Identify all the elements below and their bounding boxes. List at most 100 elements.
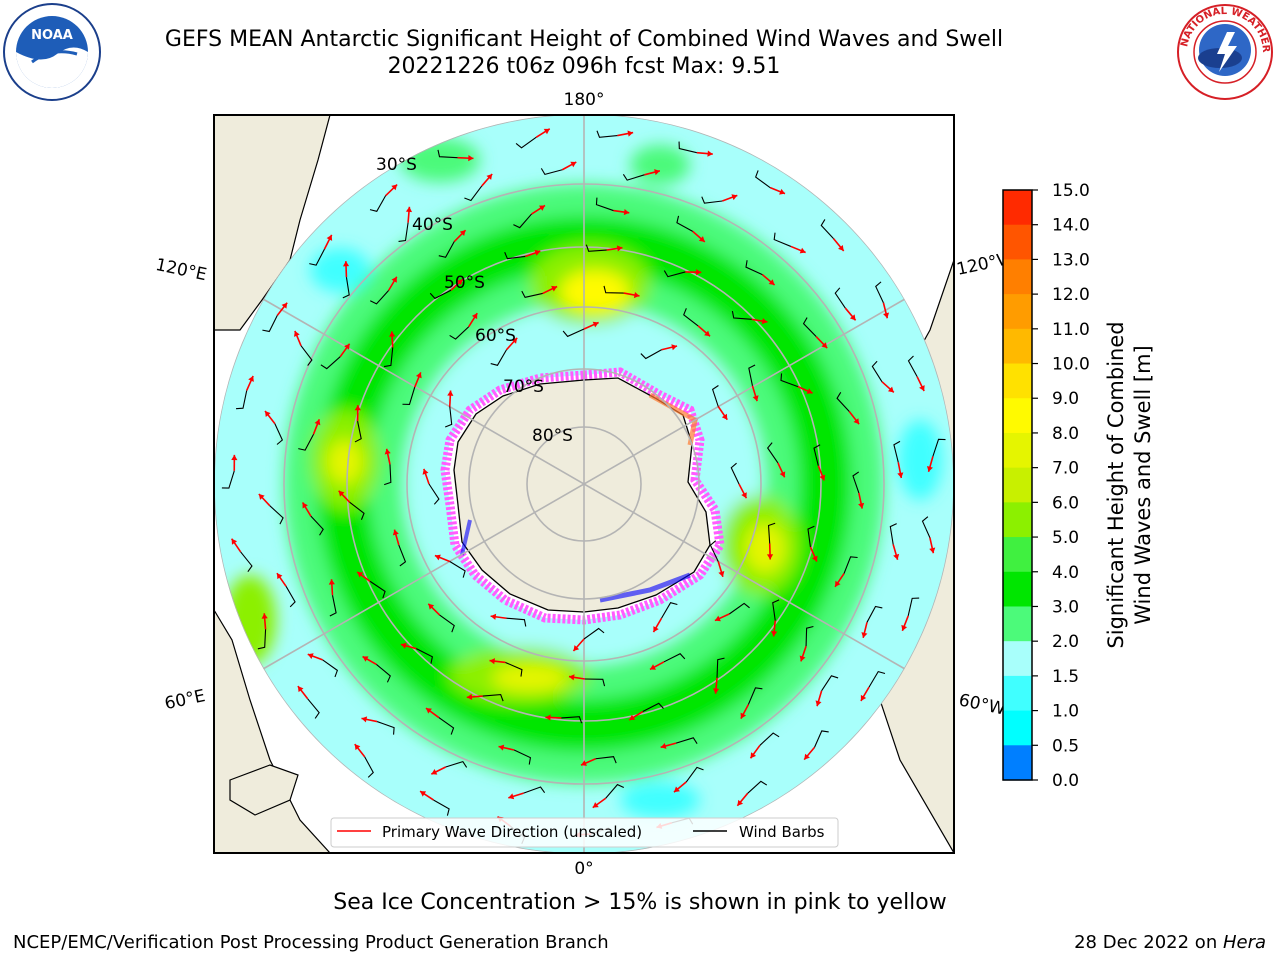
wind-barb [561, 716, 583, 724]
wave-arrow-head [357, 571, 364, 578]
wind-barb [711, 385, 719, 407]
wind-barb [505, 661, 523, 677]
wave-arrow-head [342, 261, 350, 267]
wave-arrow-head [849, 314, 856, 321]
wave-arrow-head [431, 769, 438, 775]
wind-barb [678, 141, 697, 154]
wave-arrow-head [771, 631, 778, 637]
wind-barb [709, 540, 719, 562]
colorbar-tick-label: 13.0 [1052, 250, 1090, 270]
wind-barb [907, 355, 918, 377]
colorbar-swatch [1003, 606, 1032, 642]
wave-arrow-head [498, 744, 505, 751]
wave-arrow-head [297, 686, 304, 693]
wind-barb [300, 345, 313, 366]
wave-arrow-head [768, 279, 775, 285]
footer-date-text: 28 Dec 2022 on [1074, 932, 1223, 953]
wave-arrow-head [653, 626, 659, 633]
lon-label-top: 180° [564, 90, 605, 110]
wave-arrow-head [265, 410, 271, 417]
colorbar-label-line2: Wind Waves and Swell [m] [1131, 345, 1155, 625]
wave-arrow-head [471, 313, 478, 320]
wind-barb [731, 310, 752, 320]
wave-arrow-head [302, 502, 308, 509]
wave-arrow-head [704, 330, 711, 337]
wind-barb [595, 756, 617, 764]
wave-arrow-head [660, 742, 667, 749]
wave-arrow-head [354, 744, 361, 751]
wave-arrow-head [314, 419, 321, 426]
wind-barb [871, 360, 883, 382]
wave-arrow-head [338, 490, 345, 497]
wind-barb [661, 602, 678, 619]
colorbar-tick-label: 0.0 [1052, 771, 1079, 791]
lat-label: 60°S [475, 326, 516, 346]
wind-barb [780, 373, 799, 388]
wind-barb [701, 196, 723, 204]
wind-barb [445, 760, 468, 768]
wave-arrow-head [649, 664, 656, 670]
wind-barb [866, 605, 883, 623]
wave-direction-arrows [230, 128, 936, 838]
wave-arrow-head [361, 716, 368, 723]
wind-barb [642, 702, 664, 713]
graticule [214, 115, 954, 853]
wind-barb [482, 693, 504, 702]
nws-logo: NATIONAL WEATHER SERVICE [1175, 2, 1273, 100]
wave-arrow-head [248, 375, 254, 382]
map-subtitle: 20221226 t06z 096h fcst Max: 9.51 [387, 54, 781, 79]
wind-barb [907, 597, 920, 617]
wave-arrow-head [384, 448, 391, 455]
wave-arrow-head [551, 285, 558, 292]
colorbar: 15.0 14.0 13.0 12.0 11.0 10.0 9.0 8.0 7.0 6.0 5.0 4… [1002, 181, 1155, 791]
wind-barb [349, 501, 365, 520]
wave-arrow-head [534, 249, 541, 256]
wind-barb [562, 328, 585, 338]
wave-arrow-head [623, 209, 630, 216]
wind-barb [773, 232, 792, 247]
wave-arrow-head [293, 330, 300, 337]
wave-arrow-head [806, 388, 813, 394]
wave-arrow-head [804, 753, 810, 760]
wave-arrow-head [893, 553, 900, 560]
colorbar-tick-label: 0.5 [1052, 736, 1079, 756]
wind-barb [342, 277, 350, 299]
wind-barb [821, 675, 839, 692]
wind-barb [384, 464, 392, 486]
wind-barb [868, 671, 886, 688]
wave-height-field [214, 115, 954, 853]
wave-arrow-head [838, 244, 844, 251]
wave-arrow-head [627, 130, 634, 137]
wave-arrow-head [633, 291, 640, 299]
wave-arrow-head [400, 642, 407, 649]
legend-barb-label: Wind Barbs [739, 823, 825, 841]
wave-arrow-head [750, 752, 757, 759]
wave-arrow-head [568, 674, 575, 681]
wave-arrow-head [883, 312, 890, 319]
wave-arrow-head [737, 799, 744, 806]
wind-barb [836, 392, 850, 412]
wind-barb [843, 556, 858, 574]
colorbar-swatch [1003, 363, 1032, 399]
wind-barb [513, 213, 532, 229]
wind-barb [376, 663, 391, 683]
wind-barb [729, 602, 750, 615]
wind-barb [523, 786, 546, 794]
wind-barb [369, 290, 389, 305]
wave-arrow-head [671, 344, 678, 351]
wind-barb [262, 315, 278, 333]
map-title: GEFS MEAN Antarctic Significant Height o… [164, 27, 1004, 52]
wind-barb [322, 659, 339, 678]
wind-barb [490, 349, 507, 366]
wave-arrow-head [741, 492, 747, 499]
latitude-labels: 30°S 40°S 50°S 60°S 70°S 80°S [376, 155, 573, 446]
wind-barb [438, 241, 455, 258]
wave-arrow-head [425, 708, 432, 714]
wind-barb [521, 290, 543, 298]
colorbar-tick-label: 3.0 [1052, 597, 1079, 617]
wave-arrow-head [231, 454, 238, 461]
wave-arrow-head [799, 247, 806, 254]
lat-label: 30°S [376, 155, 417, 175]
footer-branch: NCEP/EMC/Verification Post Processing Pr… [13, 932, 609, 953]
wind-barb [329, 595, 337, 617]
